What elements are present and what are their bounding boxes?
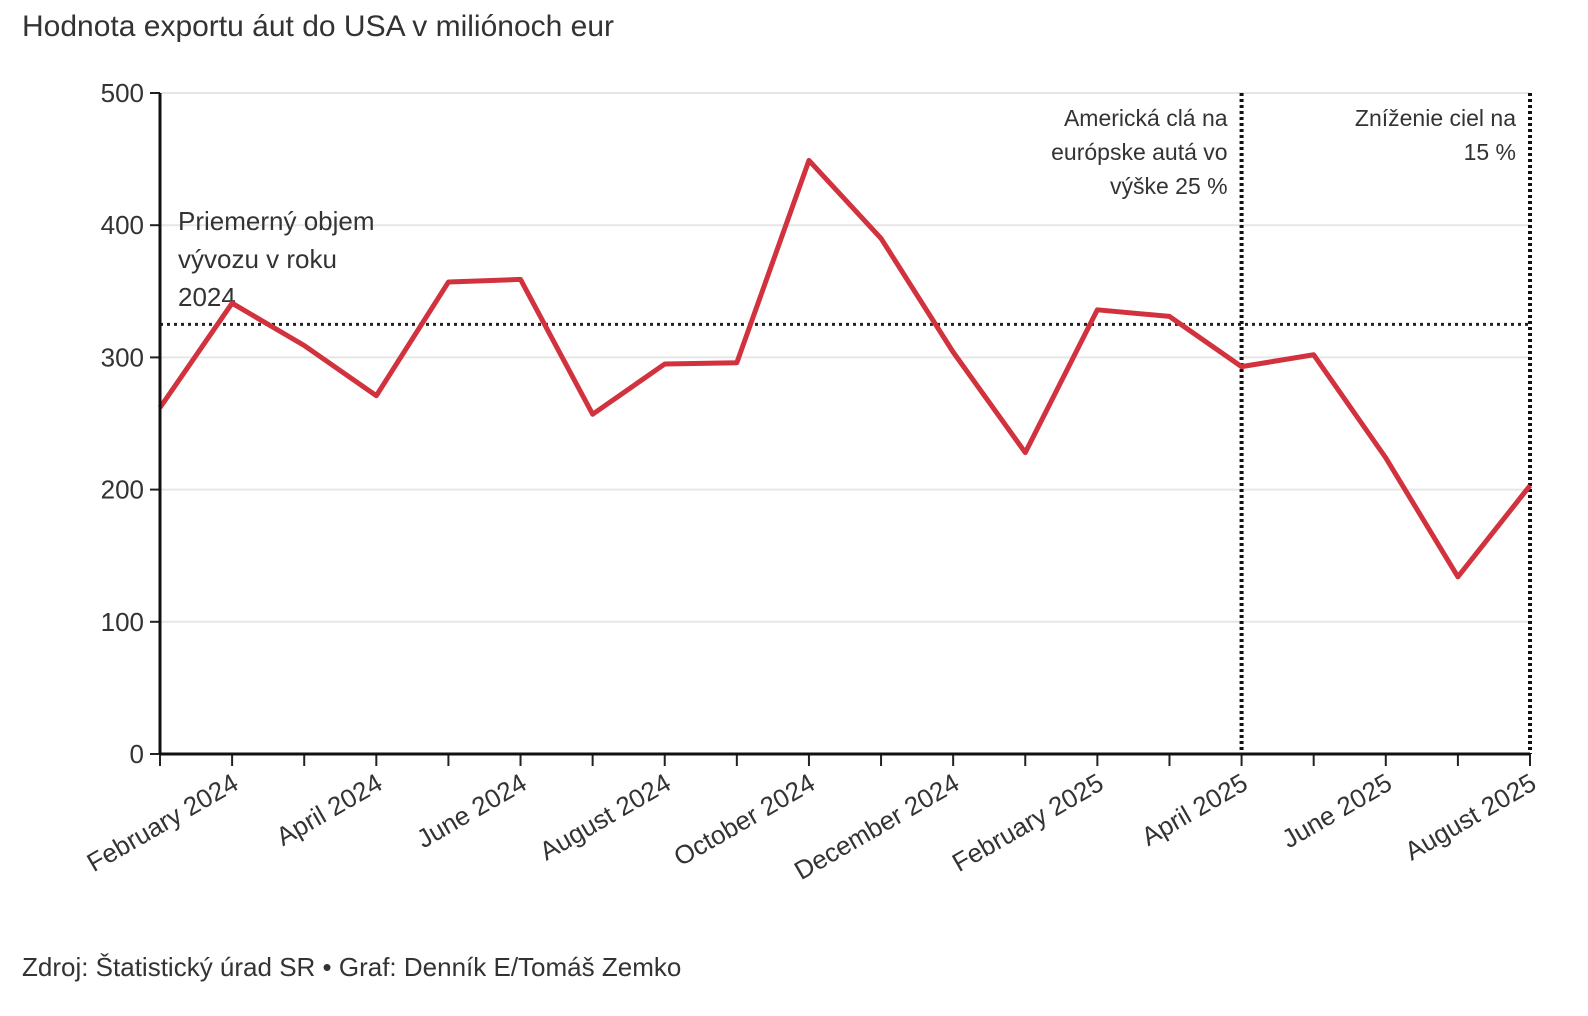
source: Zdroj: Štatistický úrad SR • Graf: Denní… — [22, 952, 681, 982]
event-label: Zníženie ciel na — [1355, 105, 1516, 131]
reference-label: 2024 — [178, 282, 236, 312]
y-tick-label: 300 — [101, 342, 144, 372]
x-tick-label: December 2024 — [789, 767, 964, 885]
reference-label: Priemerný objem — [178, 206, 375, 236]
x-tick-label: August 2024 — [534, 767, 675, 866]
y-tick-label: 100 — [101, 607, 144, 637]
x-tick-label: June 2025 — [1277, 767, 1397, 854]
x-tick-label: April 2025 — [1136, 767, 1252, 852]
y-tick-label: 400 — [101, 210, 144, 240]
y-tick-label: 0 — [130, 739, 144, 769]
event-label: 15 % — [1464, 139, 1516, 165]
y-tick-label: 500 — [101, 78, 144, 108]
x-tick-label: April 2024 — [271, 767, 387, 852]
reference-label: vývozu v roku — [178, 244, 337, 274]
event-label: európske autá vo — [1051, 139, 1227, 165]
x-tick-label: February 2024 — [82, 767, 243, 878]
x-tick-label: February 2025 — [947, 767, 1108, 878]
data-line — [157, 157, 1532, 580]
x-tick-label: June 2024 — [411, 767, 531, 854]
chart-title: Hodnota exportu áut do USA v miliónoch e… — [22, 10, 614, 43]
event-label: výške 25 % — [1110, 173, 1228, 199]
x-tick-label: August 2025 — [1400, 767, 1541, 866]
event-label: Americká clá na — [1064, 105, 1228, 131]
y-tick-label: 200 — [101, 475, 144, 505]
